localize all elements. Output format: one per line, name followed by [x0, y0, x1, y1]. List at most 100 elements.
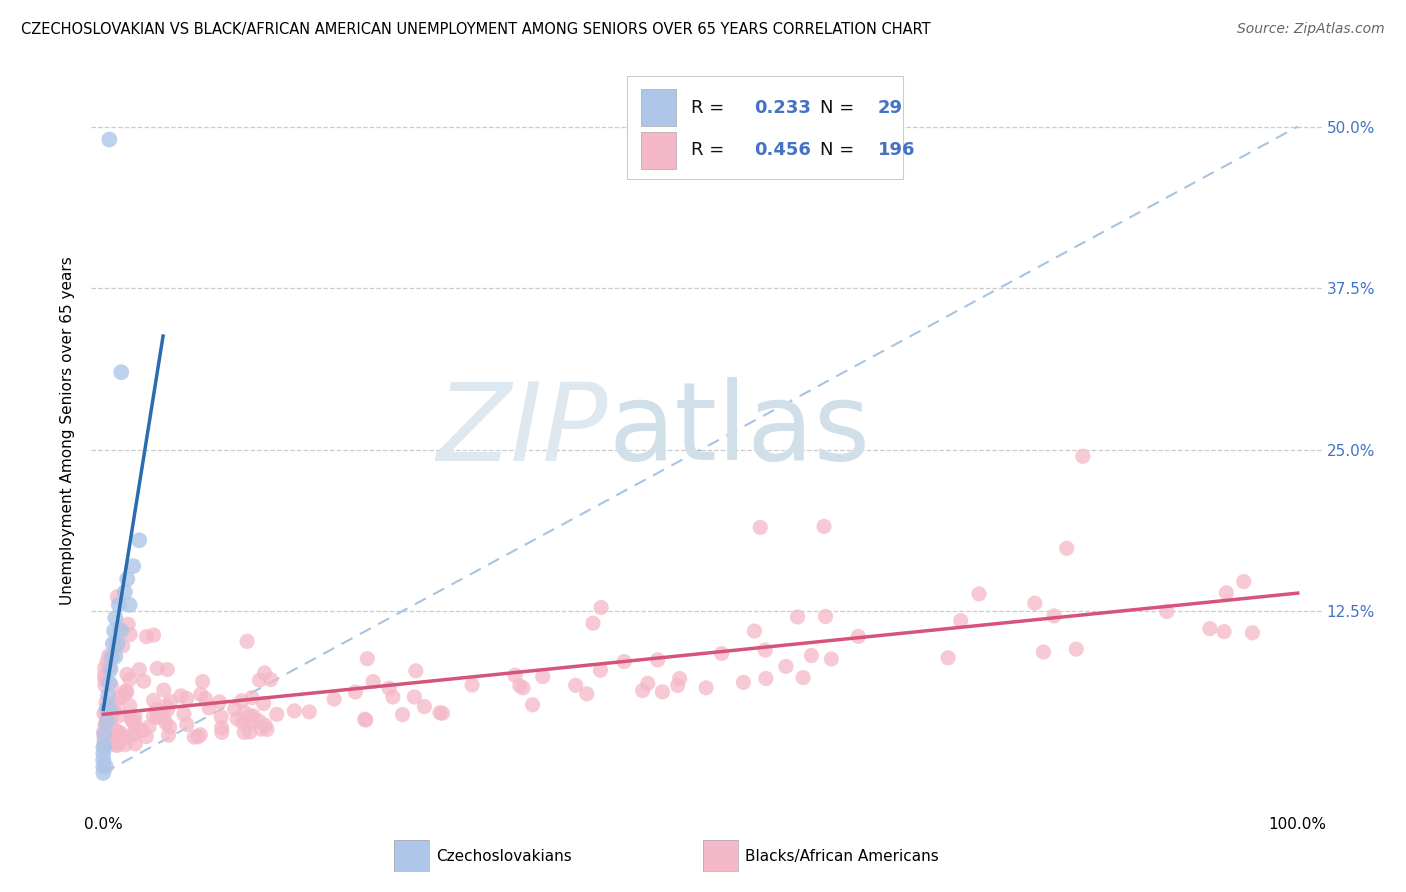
Point — [91, 740, 114, 755]
Point — [239, 725, 262, 739]
Point — [404, 690, 426, 704]
Point — [120, 627, 142, 641]
Point — [112, 731, 135, 745]
Point — [249, 673, 271, 687]
Point — [115, 687, 138, 701]
Point — [239, 708, 262, 723]
Point — [146, 661, 169, 675]
Point — [575, 687, 598, 701]
Point — [100, 716, 122, 731]
Point — [233, 706, 256, 720]
Point — [176, 691, 198, 706]
Point — [108, 690, 131, 704]
Point — [231, 715, 253, 730]
Point — [122, 559, 145, 574]
Point — [100, 698, 122, 712]
Text: atlas: atlas — [607, 377, 870, 483]
Point — [233, 725, 256, 739]
Point — [124, 716, 146, 731]
Point — [96, 727, 118, 741]
Point — [1071, 449, 1094, 463]
Point — [1156, 605, 1178, 619]
Point — [128, 533, 150, 548]
Point — [96, 737, 118, 751]
Point — [91, 747, 114, 761]
Point — [582, 616, 605, 631]
Point — [93, 668, 115, 682]
Point — [98, 132, 121, 146]
Point — [156, 663, 179, 677]
Point — [118, 698, 141, 713]
Point — [101, 650, 124, 665]
Text: N =: N = — [820, 99, 859, 117]
Point — [209, 710, 232, 724]
Point — [240, 690, 263, 705]
Point — [775, 659, 797, 673]
Point — [354, 713, 377, 727]
Point — [146, 710, 169, 724]
Point — [190, 687, 212, 701]
Point — [105, 724, 128, 739]
Point — [226, 712, 249, 726]
Point — [744, 624, 766, 639]
Point — [613, 655, 636, 669]
Point — [242, 709, 264, 723]
Point — [93, 661, 115, 675]
Point — [266, 707, 288, 722]
Point — [591, 600, 613, 615]
Point — [94, 759, 117, 773]
Point — [107, 738, 129, 752]
Point — [247, 714, 270, 729]
Point — [122, 714, 145, 728]
Point — [96, 701, 118, 715]
Point — [239, 715, 262, 730]
Point — [100, 678, 122, 692]
Point — [194, 691, 217, 706]
Point — [786, 610, 808, 624]
Point — [1024, 596, 1046, 610]
Point — [93, 725, 115, 739]
Point — [101, 637, 124, 651]
Point — [1215, 586, 1237, 600]
Point — [792, 671, 814, 685]
Point — [173, 707, 195, 722]
Point — [814, 609, 837, 624]
Point — [93, 734, 115, 748]
Point — [695, 681, 717, 695]
Point — [231, 694, 253, 708]
Point — [104, 611, 127, 625]
Text: Blacks/African Americans: Blacks/African Americans — [745, 849, 939, 863]
Point — [198, 701, 221, 715]
Point — [283, 704, 305, 718]
Point — [105, 639, 128, 653]
Point — [122, 728, 145, 742]
Point — [98, 701, 121, 715]
Point — [755, 672, 778, 686]
Point — [208, 695, 231, 709]
Point — [110, 365, 132, 379]
Point — [108, 708, 131, 723]
Point — [211, 721, 233, 735]
Point — [110, 690, 132, 705]
Point — [381, 690, 404, 704]
Point — [157, 728, 180, 742]
Point — [323, 692, 346, 706]
Point — [522, 698, 544, 712]
Point — [104, 738, 127, 752]
Point — [108, 622, 131, 636]
Point — [117, 617, 139, 632]
Point — [156, 702, 179, 716]
Point — [97, 648, 120, 663]
Point — [159, 694, 181, 708]
Point — [96, 714, 118, 728]
Point — [91, 766, 114, 780]
Point — [94, 718, 117, 732]
Point — [183, 730, 205, 744]
Point — [108, 598, 131, 612]
FancyBboxPatch shape — [641, 132, 676, 169]
Point — [105, 723, 128, 738]
Point — [111, 639, 134, 653]
Point — [108, 734, 131, 748]
Point — [647, 653, 669, 667]
Point — [1056, 541, 1078, 556]
